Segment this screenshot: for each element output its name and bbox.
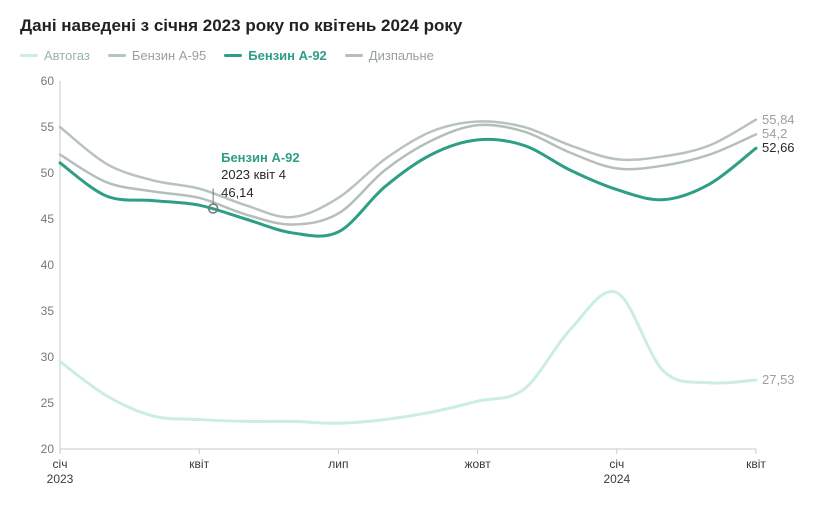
legend-swatch — [224, 54, 242, 57]
legend-swatch — [345, 54, 363, 57]
y-tick-label: 35 — [41, 304, 54, 318]
y-tick-label: 45 — [41, 212, 54, 226]
y-tick-label: 25 — [41, 396, 54, 410]
y-tick-label: 20 — [41, 442, 54, 456]
chart-area: 20 25 30 35 40 45 50 55 60 січ2023 квіт лип жовт січ… — [20, 75, 810, 495]
y-tick-label: 30 — [41, 350, 54, 364]
x-tick-label: січ2024 — [603, 457, 630, 487]
chart-title: Дані наведені з січня 2023 року по квіте… — [20, 16, 810, 36]
x-tick-label: січ2023 — [47, 457, 74, 487]
legend-item[interactable]: Бензин А-95 — [108, 48, 206, 63]
series-line-avtogaz — [60, 292, 756, 424]
legend-label: Автогаз — [44, 48, 90, 63]
y-tick-label: 60 — [41, 74, 54, 88]
series-line-diesel — [60, 125, 756, 225]
legend-item[interactable]: Бензин А-92 — [224, 48, 327, 63]
y-tick-label: 55 — [41, 120, 54, 134]
x-tick-label: квіт — [746, 457, 766, 472]
legend-item[interactable]: Дизпальне — [345, 48, 434, 63]
legend-swatch — [20, 54, 38, 57]
legend-swatch — [108, 54, 126, 57]
x-tick-label: жовт — [464, 457, 490, 472]
legend-item[interactable]: Автогаз — [20, 48, 90, 63]
x-tick-label: квіт — [189, 457, 209, 472]
end-label-diesel: 54,2 — [762, 126, 787, 141]
x-tick-label: лип — [328, 457, 348, 472]
legend: Автогаз Бензин А-95 Бензин А-92 Дизпальне — [20, 48, 810, 63]
legend-label: Бензин А-92 — [248, 48, 327, 63]
end-label-a92: 52,66 — [762, 140, 795, 155]
legend-label: Дизпальне — [369, 48, 434, 63]
chart-svg — [20, 75, 810, 495]
y-tick-label: 40 — [41, 258, 54, 272]
y-tick-label: 50 — [41, 166, 54, 180]
legend-label: Бензин А-95 — [132, 48, 206, 63]
end-label-a95: 55,84 — [762, 112, 795, 127]
end-label-avtogaz: 27,53 — [762, 372, 795, 387]
